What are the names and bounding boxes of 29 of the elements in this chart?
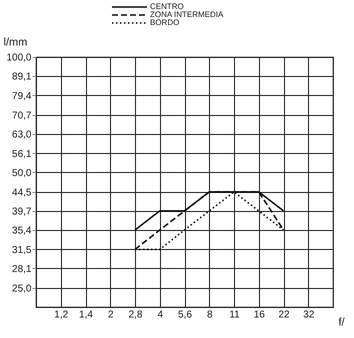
y-tick-label: 25,0 [12, 283, 32, 294]
y-tick-label: 35,4 [12, 226, 32, 237]
y-tick-label: 63,0 [12, 129, 32, 140]
y-axis-title: l/mm [4, 36, 28, 48]
x-tick-label: 22 [278, 310, 290, 320]
y-tick-label: 50,0 [12, 168, 32, 179]
y-tick-label: 89,1 [12, 72, 32, 83]
x-tick-label: 8 [206, 310, 213, 320]
x-tick-label: 4 [157, 310, 164, 320]
x-tick-label: 16 [254, 310, 266, 320]
y-tick-label: 79,4 [12, 90, 32, 102]
legend-label: CENTRO [150, 2, 184, 11]
x-tick-label: 2,8 [128, 310, 143, 320]
y-tick-label: 100,0 [6, 52, 32, 64]
x-tick-label: 32 [303, 310, 315, 320]
x-tick-label: 11 [229, 310, 240, 320]
x-tick-label: 1,4 [79, 310, 94, 320]
y-tick-label: 39,7 [12, 206, 32, 218]
y-tick-label: 70,7 [12, 110, 32, 122]
legend-label: BORDO [150, 18, 180, 27]
x-axis-title: f/ [338, 316, 346, 328]
y-tick-label: 28,1 [12, 264, 32, 275]
y-tick-label: 31,5 [12, 244, 32, 256]
legend-label: ZONA INTERMEDIA [150, 10, 224, 19]
x-tick-label: 2 [108, 310, 114, 320]
y-tick-label: 44,5 [12, 187, 32, 198]
x-tick-label: 5,6 [178, 310, 192, 320]
y-tick-label: 56,1 [12, 148, 32, 160]
x-tick-label: 1,2 [54, 310, 69, 320]
